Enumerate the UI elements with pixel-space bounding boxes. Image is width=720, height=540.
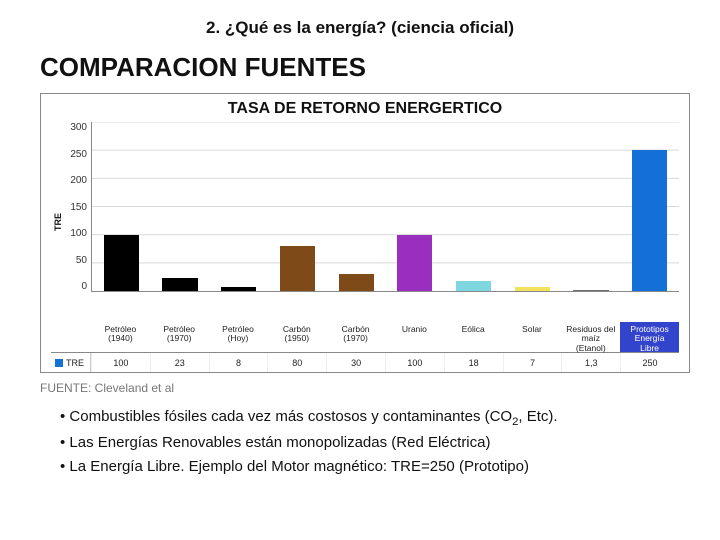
bar-cell — [503, 122, 562, 291]
y-tick: 300 — [65, 122, 87, 133]
y-tick: 0 — [65, 281, 87, 292]
bars-row — [92, 122, 679, 291]
bar-cell — [209, 122, 268, 291]
x-label: Carbón (1950) — [267, 322, 326, 352]
legend-series-label: TRE — [66, 358, 84, 368]
legend-row: TRE 10023880301001871,3250 — [51, 352, 679, 372]
x-label: Eólica — [444, 322, 503, 352]
bar — [632, 150, 667, 291]
x-label: Uranio — [385, 322, 444, 352]
legend-value: 18 — [444, 353, 503, 372]
bar — [339, 274, 374, 291]
slide-header: 2. ¿Qué es la energía? (ciencia oficial) — [0, 0, 720, 46]
bar-cell — [620, 122, 679, 291]
y-axis-label: TRE — [51, 122, 65, 322]
bar-cell — [151, 122, 210, 291]
x-label: Carbón (1970) — [326, 322, 385, 352]
bullet-line: • La Energía Libre. Ejemplo del Motor ma… — [60, 455, 680, 478]
bullet-list: • Combustibles fósiles cada vez más cost… — [0, 405, 720, 478]
x-label: Petróleo (1970) — [150, 322, 209, 352]
legend-value: 30 — [326, 353, 385, 372]
bar-cell — [268, 122, 327, 291]
x-label: Petróleo (1940) — [91, 322, 150, 352]
bar — [280, 246, 315, 291]
y-tick: 200 — [65, 175, 87, 186]
bar — [104, 235, 139, 291]
x-axis-labels: Petróleo (1940)Petróleo (1970)Petróleo (… — [91, 322, 679, 352]
x-label: Residuos del maíz (Etanol) — [561, 322, 620, 352]
y-tick: 150 — [65, 202, 87, 213]
y-tick: 50 — [65, 255, 87, 266]
legend-value: 7 — [503, 353, 562, 372]
x-label: Prototipos Energía Libre — [620, 322, 679, 352]
legend-value: 250 — [620, 353, 679, 372]
bar-cell — [386, 122, 445, 291]
x-label: Petróleo (Hoy) — [209, 322, 268, 352]
chart-container: TASA DE RETORNO ENERGERTICO TRE 30025020… — [40, 93, 690, 373]
legend-key: TRE — [51, 353, 91, 372]
bar-cell — [444, 122, 503, 291]
bar-cell — [92, 122, 151, 291]
legend-values: 10023880301001871,3250 — [91, 353, 679, 372]
bar — [221, 287, 256, 292]
legend-value: 100 — [91, 353, 150, 372]
plot-area — [91, 122, 679, 292]
bar — [162, 278, 197, 291]
x-label: Solar — [503, 322, 562, 352]
y-tick: 250 — [65, 149, 87, 160]
y-axis-ticks: 300 250 200 150 100 50 0 — [65, 122, 91, 292]
bar — [573, 290, 608, 291]
bar — [397, 235, 432, 291]
bar — [456, 281, 491, 291]
y-tick: 100 — [65, 228, 87, 239]
legend-value: 100 — [385, 353, 444, 372]
bullet-line: • Las Energías Renovables están monopoli… — [60, 431, 680, 454]
bar — [515, 287, 550, 291]
legend-value: 1,3 — [561, 353, 620, 372]
bar-cell — [562, 122, 621, 291]
bullet-line: • Combustibles fósiles cada vez más cost… — [60, 405, 680, 431]
section-title: COMPARACION FUENTES — [0, 46, 720, 93]
source-caption: FUENTE: Cleveland et al — [0, 373, 720, 405]
legend-value: 80 — [267, 353, 326, 372]
legend-value: 23 — [150, 353, 209, 372]
legend-swatch-icon — [55, 359, 63, 367]
chart-title: TASA DE RETORNO ENERGERTICO — [51, 100, 679, 122]
legend-value: 8 — [209, 353, 268, 372]
bar-cell — [327, 122, 386, 291]
